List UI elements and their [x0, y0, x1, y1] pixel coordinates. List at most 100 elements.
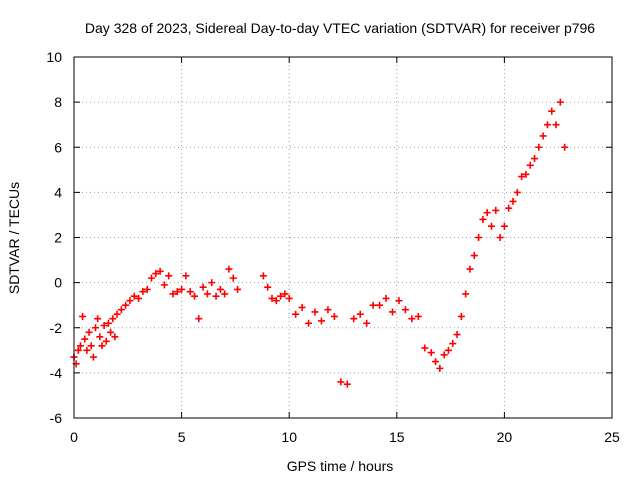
data-point: [178, 285, 186, 293]
x-tick-labels: 0 5 10 15 20 25: [70, 429, 620, 445]
data-point: [414, 312, 422, 320]
data-point: [107, 328, 115, 336]
data-point: [343, 380, 351, 388]
data-point: [76, 342, 84, 350]
data-point: [102, 337, 110, 345]
data-point: [272, 297, 280, 305]
y-tick-label: -6: [50, 410, 63, 426]
data-point: [100, 321, 108, 329]
y-tick-label: 4: [54, 184, 62, 200]
data-point: [111, 333, 119, 341]
data-point: [268, 294, 276, 302]
data-point: [466, 265, 474, 273]
x-tick-label: 20: [497, 429, 513, 445]
data-point: [130, 292, 138, 300]
data-point: [444, 346, 452, 354]
data-point: [199, 283, 207, 291]
data-point: [160, 281, 168, 289]
y-tick-label: 8: [54, 94, 62, 110]
data-point: [212, 292, 220, 300]
data-point: [152, 270, 160, 278]
data-point: [98, 342, 106, 350]
y-tick-label: 2: [54, 230, 62, 246]
data-point: [369, 301, 377, 309]
data-point: [74, 346, 82, 354]
data-point: [449, 340, 457, 348]
data-point: [87, 342, 95, 350]
data-point: [311, 308, 319, 316]
chart-title: Day 328 of 2023, Sidereal Day-to-day VTE…: [85, 20, 595, 36]
data-point: [324, 306, 332, 314]
data-point: [156, 267, 164, 275]
data-point: [113, 310, 121, 318]
data-point: [479, 215, 487, 223]
data-point: [109, 315, 117, 323]
data-point: [96, 333, 104, 341]
data-point: [330, 312, 338, 320]
data-point: [548, 107, 556, 115]
data-point: [535, 143, 543, 151]
data-point: [305, 319, 313, 327]
data-point: [363, 319, 371, 327]
data-point: [195, 315, 203, 323]
data-point: [492, 206, 500, 214]
data-point: [182, 272, 190, 280]
data-point: [475, 234, 483, 241]
data-point: [543, 121, 551, 129]
data-point: [94, 315, 102, 323]
data-point: [143, 285, 151, 293]
x-tick-label: 25: [604, 429, 620, 445]
data-point: [509, 197, 517, 205]
data-point: [277, 292, 285, 300]
data-point: [285, 294, 293, 302]
x-tick-label: 15: [389, 429, 405, 445]
data-point: [92, 324, 100, 332]
data-point: [531, 155, 539, 163]
data-point: [496, 234, 504, 241]
x-tick-label: 0: [70, 429, 78, 445]
data-point: [350, 315, 358, 323]
data-point: [487, 222, 495, 230]
data-point: [388, 308, 396, 316]
data-point: [135, 294, 143, 302]
data-point: [117, 306, 125, 314]
data-point: [518, 173, 526, 181]
data-point: [216, 285, 224, 293]
data-point: [462, 290, 470, 298]
data-point: [337, 378, 345, 386]
data-point: [356, 310, 364, 318]
data-point: [427, 349, 435, 357]
data-point: [376, 301, 384, 309]
data-point: [229, 274, 237, 282]
data-point: [483, 209, 491, 217]
data-point: [298, 303, 306, 311]
y-tick-labels: -6 -4 -2 0 2 4 6 8 10: [46, 49, 62, 426]
data-point: [453, 331, 461, 339]
y-tick-label: 6: [54, 139, 62, 155]
data-point: [165, 272, 173, 280]
x-tick-label: 10: [281, 429, 297, 445]
data-point: [401, 306, 409, 314]
y-tick-label: 10: [46, 49, 62, 65]
data-point: [169, 290, 177, 298]
data-point: [457, 312, 465, 320]
data-point: [556, 98, 564, 106]
data-point: [440, 351, 448, 359]
data-point: [126, 297, 134, 305]
data-point: [522, 170, 530, 178]
data-point: [436, 364, 444, 372]
data-point: [281, 290, 289, 298]
data-points: [70, 98, 569, 388]
data-point: [292, 310, 300, 318]
data-point: [186, 288, 194, 296]
data-point: [259, 272, 267, 280]
data-point: [421, 344, 429, 352]
y-axis-label: SDTVAR / TECUs: [6, 182, 22, 294]
data-point: [382, 294, 390, 302]
data-point: [85, 328, 93, 336]
data-point: [539, 132, 547, 140]
y-tick-label: -4: [50, 365, 63, 381]
data-point: [561, 143, 569, 151]
data-point: [147, 274, 155, 282]
